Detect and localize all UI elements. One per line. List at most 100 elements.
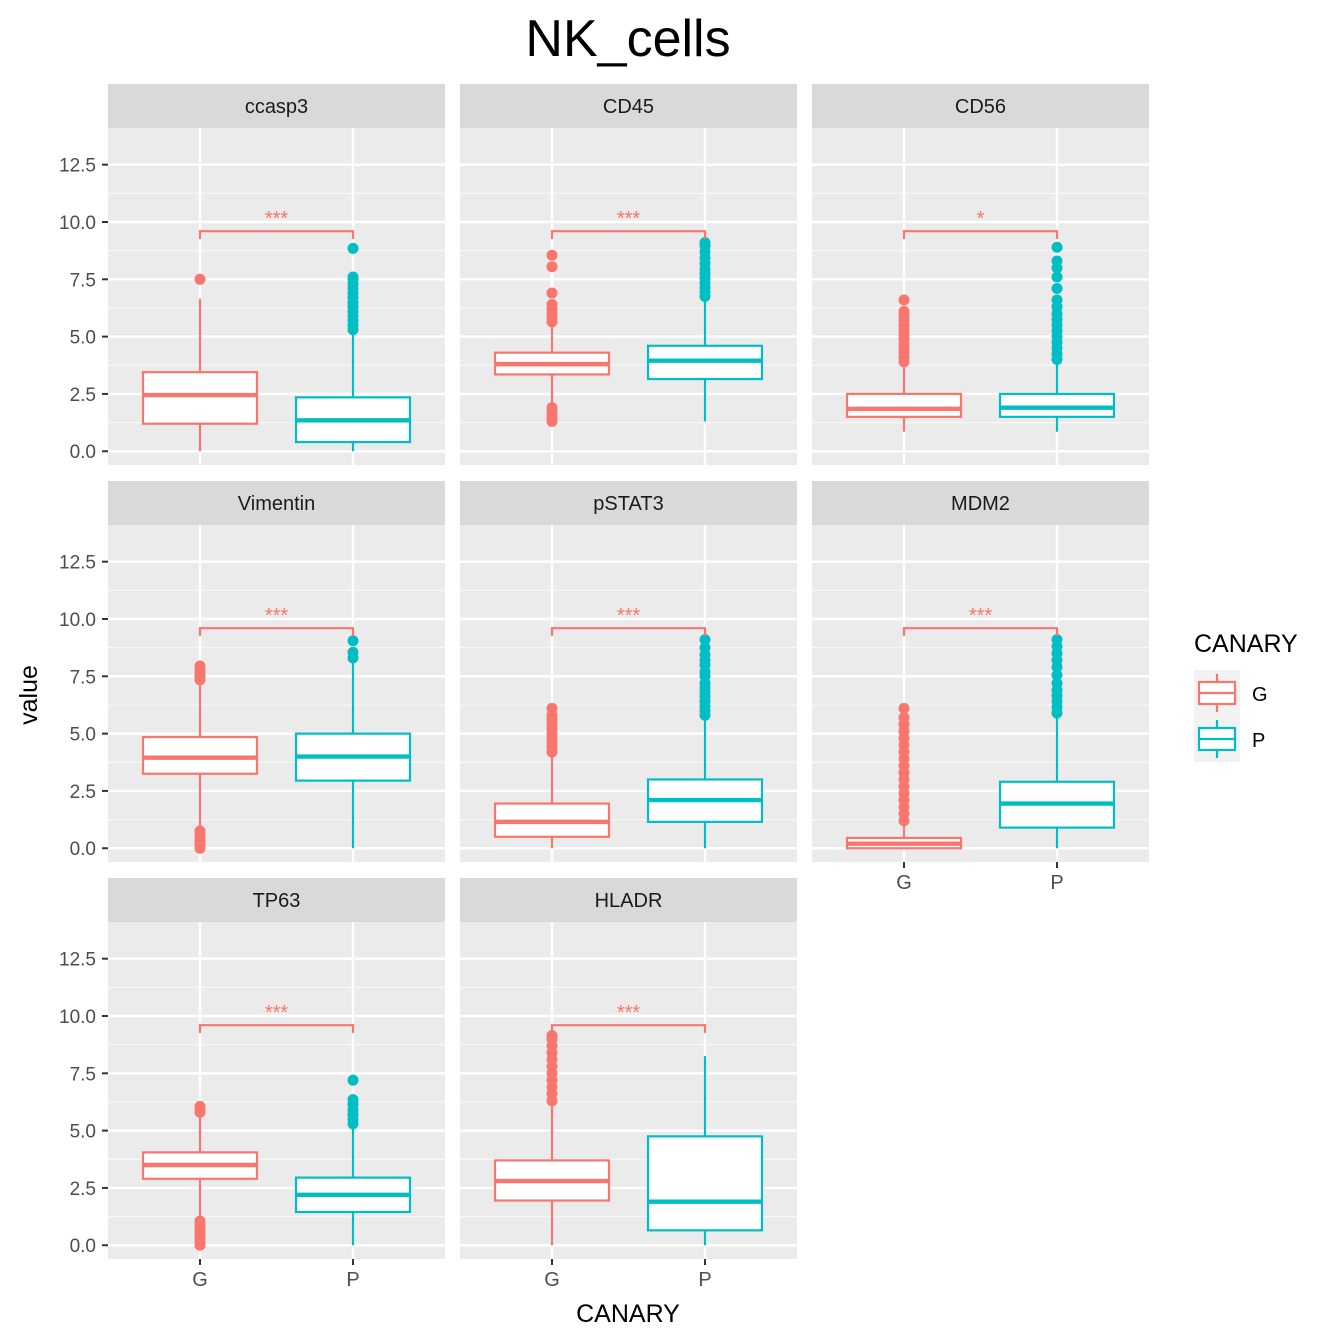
- y-tick-label: 0.0: [70, 839, 96, 860]
- panel-background: [460, 128, 797, 465]
- significance-bracket: [902, 230, 1059, 240]
- significance-label: *: [977, 208, 985, 230]
- box-g: [141, 1101, 259, 1251]
- outlier-point: [546, 402, 558, 414]
- facet-hladr: HLADR G P ***: [460, 878, 797, 1291]
- outlier-point: [194, 660, 206, 672]
- outlier-point: [1051, 634, 1063, 646]
- facet-strip-label: Vimentin: [238, 493, 315, 515]
- y-tick-label: 0.0: [70, 442, 96, 463]
- legend: CANARY G P: [1194, 630, 1298, 762]
- significance-bracket: [198, 1024, 355, 1034]
- outlier-point: [1051, 241, 1063, 253]
- box-body: [845, 392, 963, 418]
- box-g: [493, 1029, 611, 1246]
- facet-strip: [108, 878, 445, 922]
- facet-strip-label: CD45: [603, 96, 654, 118]
- y-tick-label: 5.0: [70, 725, 96, 746]
- outlier-point: [898, 702, 910, 714]
- y-tick-label: 10.0: [59, 1007, 96, 1028]
- outlier-point: [347, 646, 359, 658]
- facet-tp63: TP63 0.0 2.5 5.0 7.5 10.0 12.5 G P ***: [59, 878, 445, 1291]
- legend-item-g: G: [1194, 670, 1268, 716]
- y-tick-label: 2.5: [70, 782, 96, 803]
- outlier-point: [1051, 677, 1063, 689]
- outlier-point: [194, 1215, 206, 1227]
- significance-bracket: [550, 230, 707, 240]
- outlier-point: [898, 305, 910, 317]
- facet-mdm2: MDM2 G P ***: [812, 481, 1149, 894]
- outlier-point: [1051, 255, 1063, 267]
- outlier-point: [347, 1074, 359, 1086]
- facet-strip: [460, 84, 797, 128]
- facet-strip: [108, 84, 445, 128]
- outlier-point: [194, 825, 206, 837]
- outlier-point: [347, 271, 359, 283]
- significance-bracket: [198, 230, 355, 240]
- box-p: [294, 635, 412, 849]
- facet-strip-label: ccasp3: [245, 96, 308, 118]
- significance-label: ***: [617, 605, 641, 627]
- outlier-point: [546, 287, 558, 299]
- outlier-point: [1051, 669, 1063, 681]
- box-body: [141, 735, 259, 775]
- y-tick-label: 10.0: [59, 610, 96, 631]
- x-tick-label: G: [896, 872, 912, 894]
- outlier-point: [898, 712, 910, 724]
- facet-strip-label: pSTAT3: [593, 493, 663, 515]
- legend-label: G: [1252, 684, 1268, 706]
- significance-bracket: [550, 1024, 707, 1034]
- significance-label: ***: [265, 1002, 289, 1024]
- facet-strip-label: CD56: [955, 96, 1006, 118]
- x-tick-label: P: [346, 1269, 359, 1291]
- significance-label: ***: [617, 1002, 641, 1024]
- chart-title: NK_cells: [525, 10, 730, 68]
- facet-strip-label: MDM2: [951, 493, 1010, 515]
- facet-ccasp3: ccasp3 0.0 2.5 5.0 7.5 10.0 12.5 ***: [59, 84, 445, 465]
- outlier-point: [898, 294, 910, 306]
- outlier-point: [347, 242, 359, 254]
- y-tick-label: 7.5: [70, 667, 96, 688]
- y-tick-label: 2.5: [70, 385, 96, 406]
- outlier-point: [347, 1094, 359, 1106]
- significance-bracket: [902, 627, 1059, 637]
- box-p: [646, 237, 764, 422]
- outlier-point: [546, 1029, 558, 1041]
- outlier-point: [546, 702, 558, 714]
- legend-item-p: P: [1194, 716, 1265, 762]
- box-p: [646, 1056, 764, 1246]
- box-p: [646, 634, 764, 849]
- significance-bracket: [550, 627, 707, 637]
- outlier-point: [546, 261, 558, 273]
- outlier-point: [546, 249, 558, 261]
- y-tick-label: 5.0: [70, 328, 96, 349]
- y-tick-label: 10.0: [59, 213, 96, 234]
- outlier-point: [546, 299, 558, 311]
- significance-label: ***: [265, 605, 289, 627]
- outlier-point: [347, 635, 359, 647]
- significance-label: ***: [969, 605, 993, 627]
- outlier-point: [194, 1101, 206, 1113]
- facet-strip: [460, 878, 797, 922]
- outlier-point: [699, 237, 711, 249]
- x-tick-label: P: [1050, 872, 1063, 894]
- x-tick-label: G: [544, 1269, 560, 1291]
- box-g: [141, 273, 259, 452]
- box-p: [294, 1074, 412, 1246]
- box-body: [646, 1135, 764, 1232]
- box-p: [294, 242, 412, 452]
- y-tick-label: 7.5: [70, 1064, 96, 1085]
- y-tick-label: 5.0: [70, 1122, 96, 1143]
- y-tick-label: 0.0: [70, 1236, 96, 1257]
- facet-pstat3: pSTAT3 ***: [460, 481, 797, 862]
- outlier-point: [194, 273, 206, 285]
- box-g: [493, 702, 611, 849]
- facet-strip: [108, 481, 445, 525]
- outlier-point: [699, 642, 711, 654]
- y-tick-label: 12.5: [59, 156, 96, 177]
- box-p: [998, 634, 1116, 849]
- box-p: [998, 241, 1116, 432]
- legend-title: CANARY: [1194, 630, 1298, 658]
- facet-strip: [812, 84, 1149, 128]
